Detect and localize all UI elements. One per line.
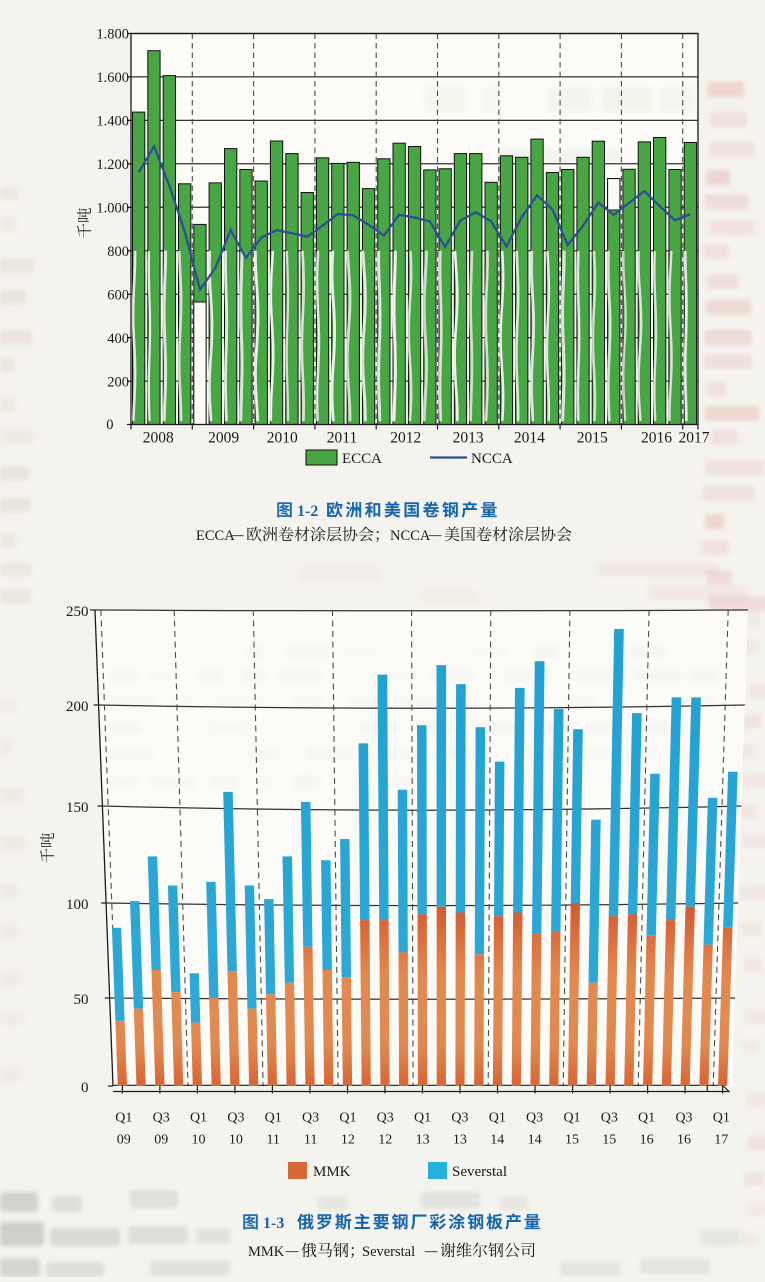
- svg-text:2017: 2017: [679, 430, 710, 447]
- svg-text:1.600: 1.600: [96, 70, 129, 86]
- svg-text:50: 50: [74, 992, 89, 1008]
- svg-text:17: 17: [714, 1133, 728, 1148]
- svg-text:10: 10: [229, 1133, 243, 1148]
- svg-text:Q1: Q1: [638, 1111, 655, 1126]
- svg-text:Q3: Q3: [302, 1111, 319, 1126]
- svg-text:1.000: 1.000: [96, 201, 129, 217]
- svg-text:250: 250: [66, 604, 89, 620]
- svg-text:Q3: Q3: [153, 1111, 170, 1126]
- svg-text:09: 09: [154, 1133, 168, 1148]
- svg-text:MMK: MMK: [313, 1164, 351, 1180]
- svg-text:Q1: Q1: [713, 1111, 730, 1126]
- svg-text:1.400: 1.400: [96, 114, 129, 130]
- svg-text:11: 11: [304, 1133, 317, 1148]
- svg-text:2009: 2009: [208, 430, 239, 447]
- svg-text:Q1: Q1: [265, 1111, 282, 1126]
- svg-text:NCCA: NCCA: [390, 528, 431, 544]
- svg-text:12: 12: [341, 1133, 355, 1148]
- svg-text:1.200: 1.200: [96, 157, 129, 173]
- svg-text:MMK: MMK: [248, 1244, 285, 1260]
- svg-text:600: 600: [107, 287, 129, 303]
- svg-text:13: 13: [416, 1133, 430, 1148]
- svg-text:2011: 2011: [327, 430, 357, 447]
- svg-text:200: 200: [107, 374, 129, 390]
- svg-text:Severstal: Severstal: [362, 1244, 415, 1260]
- svg-text:Q3: Q3: [675, 1111, 692, 1126]
- svg-text:12: 12: [378, 1133, 392, 1148]
- svg-text:Q3: Q3: [227, 1111, 244, 1126]
- svg-text:2013: 2013: [453, 430, 484, 447]
- svg-text:Severstal: Severstal: [452, 1164, 507, 1180]
- svg-text:Q3: Q3: [451, 1111, 468, 1126]
- svg-text:Q1: Q1: [414, 1111, 431, 1126]
- svg-text:13: 13: [453, 1133, 467, 1148]
- svg-text:15: 15: [602, 1133, 616, 1148]
- svg-text:14: 14: [490, 1133, 504, 1148]
- svg-text:Q3: Q3: [601, 1111, 618, 1126]
- svg-text:150: 150: [66, 800, 89, 816]
- svg-text:Q1: Q1: [489, 1111, 506, 1126]
- svg-text:16: 16: [640, 1133, 654, 1148]
- svg-text:800: 800: [107, 244, 129, 260]
- svg-text:Q3: Q3: [526, 1111, 543, 1126]
- svg-text:15: 15: [565, 1133, 579, 1148]
- svg-text:ECCA: ECCA: [196, 528, 235, 544]
- svg-text:NCCA: NCCA: [471, 451, 513, 467]
- svg-text:Q1: Q1: [190, 1111, 207, 1126]
- svg-text:2016: 2016: [641, 430, 672, 447]
- svg-text:Q1: Q1: [339, 1111, 356, 1126]
- svg-text:1.800: 1.800: [96, 27, 129, 43]
- svg-text:2010: 2010: [267, 430, 298, 447]
- svg-text:2008: 2008: [143, 430, 174, 447]
- svg-text:10: 10: [192, 1133, 206, 1148]
- svg-text:100: 100: [66, 897, 89, 913]
- svg-text:2014: 2014: [514, 430, 545, 447]
- svg-text:16: 16: [677, 1133, 691, 1148]
- svg-text:200: 200: [66, 699, 89, 715]
- svg-text:0: 0: [106, 417, 113, 433]
- svg-text:Q1: Q1: [115, 1111, 132, 1126]
- svg-text:1-3: 1-3: [263, 1215, 284, 1232]
- svg-text:0: 0: [81, 1080, 89, 1096]
- svg-text:09: 09: [117, 1133, 131, 1148]
- svg-text:Q3: Q3: [377, 1111, 394, 1126]
- svg-text:2015: 2015: [577, 430, 608, 447]
- svg-text:1-2: 1-2: [297, 503, 318, 520]
- svg-text:11: 11: [266, 1133, 279, 1148]
- svg-text:Q1: Q1: [563, 1111, 580, 1126]
- svg-text:2012: 2012: [390, 430, 421, 447]
- svg-text:400: 400: [107, 331, 129, 347]
- svg-text:14: 14: [528, 1133, 542, 1148]
- svg-text:ECCA: ECCA: [342, 451, 382, 467]
